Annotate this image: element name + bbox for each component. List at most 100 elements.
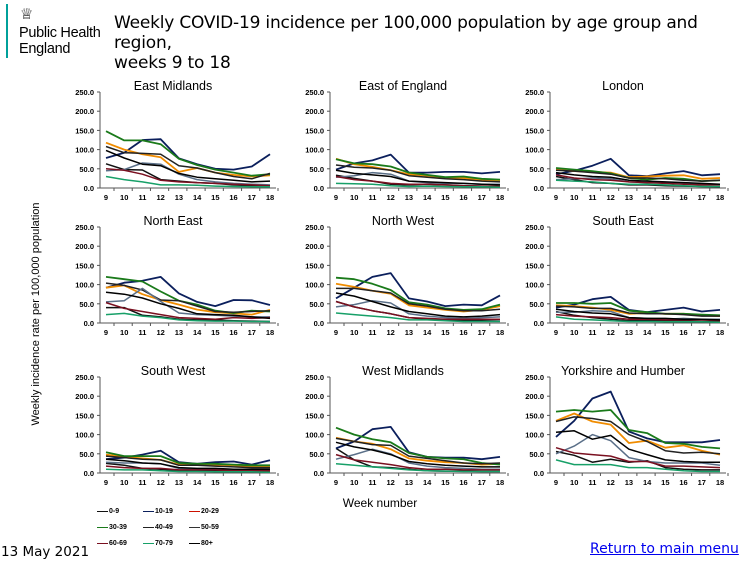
series-line-10-19: [335, 153, 501, 175]
series-line-50-59: [335, 299, 501, 320]
x-tick-label: 12: [606, 328, 614, 337]
x-tick-label: 10: [350, 328, 358, 337]
org-name-line1: Public Health: [19, 25, 101, 41]
y-tick-label: 250.0: [305, 373, 324, 382]
y-tick-label: 100.0: [75, 281, 94, 290]
x-tick-label: 11: [138, 478, 146, 487]
x-tick-label: 10: [120, 328, 128, 337]
x-tick-label: 18: [496, 328, 504, 337]
legend-label: 0-9: [109, 508, 120, 515]
series-line-80plus: [555, 171, 721, 185]
x-tick-label: 16: [459, 328, 467, 337]
y-tick-label: 0.0: [314, 469, 324, 478]
x-tick-label: 14: [643, 328, 652, 337]
return-to-main-menu-link[interactable]: Return to main menu: [590, 541, 739, 557]
x-tick-label: 9: [554, 193, 558, 202]
series-line-70-79: [335, 312, 500, 323]
series-line-10-19: [555, 390, 721, 444]
legend-label: 10-19: [155, 508, 173, 515]
x-tick-label: 11: [138, 193, 146, 202]
y-tick-label: 250.0: [75, 373, 94, 382]
x-tick-label: 17: [698, 328, 706, 337]
series-line-30-39: [105, 451, 270, 467]
legend-label: 50-59: [201, 524, 219, 531]
panel-title: North West: [371, 214, 435, 228]
x-tick-label: 15: [661, 328, 669, 337]
y-axis-label: Weekly incidence rate per 100,000 popula…: [30, 202, 42, 426]
x-tick-label: 11: [138, 328, 146, 337]
x-tick-label: 15: [211, 193, 219, 202]
page-title-line1: Weekly COVID-19 incidence per 100,000 po…: [114, 13, 698, 53]
x-tick-label: 9: [104, 478, 108, 487]
x-tick-label: 18: [716, 328, 724, 337]
y-tick-label: 0.0: [534, 469, 544, 478]
x-tick-label: 18: [496, 478, 504, 487]
y-tick-label: 0.0: [534, 184, 544, 193]
x-tick-label: 11: [588, 478, 596, 487]
panel-north-west: North West 0.0 50.0 100.0 150.0 200.0 250.0 9 10…: [292, 213, 514, 348]
series-line-70-79: [105, 312, 270, 323]
panel-title: East Midlands: [133, 79, 213, 93]
y-tick-label: 250.0: [75, 223, 94, 232]
x-tick-label: 16: [229, 478, 237, 487]
legend-swatch: [97, 542, 108, 545]
x-tick-label: 12: [156, 328, 164, 337]
series-line-10-19: [555, 157, 721, 177]
x-tick-label: 9: [104, 328, 108, 337]
x-tick-label: 17: [248, 478, 256, 487]
x-tick-label: 14: [423, 328, 432, 337]
y-tick-label: 50.0: [529, 165, 544, 174]
y-tick-label: 250.0: [75, 88, 94, 97]
x-tick-label: 17: [248, 193, 256, 202]
panel-chart: 0.0 50.0 100.0 150.0 200.0 250.0 9 10 11 12 13 14 15…: [75, 373, 279, 487]
x-tick-label: 14: [423, 193, 432, 202]
x-tick-label: 13: [625, 478, 633, 487]
x-tick-label: 10: [350, 193, 358, 202]
x-tick-label: 9: [334, 328, 338, 337]
x-tick-label: 12: [156, 478, 164, 487]
x-tick-label: 14: [643, 193, 652, 202]
logo-accent-bar: [6, 4, 8, 58]
series-line-70-79: [105, 468, 271, 473]
y-tick-label: 0.0: [84, 469, 94, 478]
panel-title: East of England: [358, 79, 448, 93]
legend-item: 20-29: [189, 508, 219, 515]
series-line-60-69: [335, 453, 500, 471]
x-tick-label: 13: [405, 193, 413, 202]
series-line-70-79: [105, 175, 270, 188]
y-tick-label: 200.0: [525, 242, 544, 251]
panel-east-midlands: East Midlands 0.0 50.0 100.0 150.0 200.0 250.0…: [62, 78, 284, 213]
series-line-20-29: [105, 141, 271, 178]
legend-label: 70-79: [155, 540, 173, 547]
x-tick-label: 16: [229, 328, 237, 337]
legend-item: 0-9: [97, 508, 119, 515]
series-line-40-49: [105, 282, 271, 313]
series-line-40-49: [105, 145, 271, 180]
panel-north-east: North East 0.0 50.0 100.0 150.0 200.0 250.0 9 10…: [62, 213, 284, 348]
panel-chart: 0.0 50.0 100.0 150.0 200.0 250.0 9 10 11 12 13 14 15…: [75, 88, 279, 202]
series-line-30-39: [105, 130, 271, 177]
series-line-70-79: [555, 459, 720, 473]
x-tick-label: 18: [266, 328, 274, 337]
royal-coat-of-arms-icon: ♕: [20, 6, 34, 23]
y-tick-label: 0.0: [84, 319, 94, 328]
legend-item: 60-69: [97, 540, 127, 547]
y-tick-label: 100.0: [75, 146, 94, 155]
y-tick-label: 250.0: [525, 88, 544, 97]
x-tick-label: 13: [625, 193, 633, 202]
series-line-40-49: [555, 416, 721, 455]
x-tick-label: 11: [588, 328, 596, 337]
org-name: Public Health England: [19, 25, 101, 57]
y-tick-label: 0.0: [314, 319, 324, 328]
series-line-60-69: [555, 446, 721, 469]
series-line-60-69: [335, 175, 501, 188]
legend-label: 30-39: [109, 524, 127, 531]
series-line-30-39: [556, 302, 721, 317]
x-tick-label: 15: [441, 193, 449, 202]
series-line-80plus: [105, 291, 271, 320]
y-tick-label: 200.0: [75, 242, 94, 251]
series-line-80plus: [335, 169, 501, 186]
x-tick-label: 11: [368, 328, 376, 337]
y-tick-label: 150.0: [305, 126, 324, 135]
y-tick-label: 100.0: [75, 431, 94, 440]
